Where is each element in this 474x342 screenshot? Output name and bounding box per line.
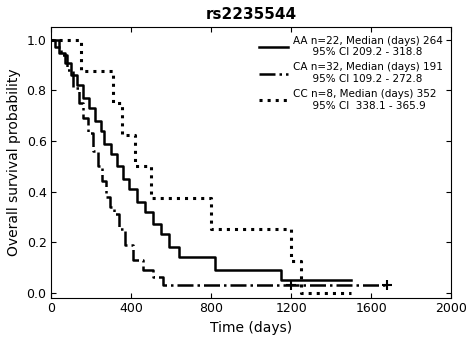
CC n=8, Median (days) 352
      95% CI  338.1 - 365.9 (119, 133, 125, 137)
AA n=22, Median (days) 264
      95% CI 209.2 - 318.8 (101, 142, 107, 146)
CC n=8, Median (days) 352
      95% CI  338.1 - 365.9 (132, 164, 138, 168)
CA n=32, Median (days) 191
      95% CI 109.2 - 272.8 (58, 53, 64, 57)
CC n=8, Median (days) 352
      95% CI  338.1 - 365.9 (228, 227, 234, 232)
CA n=32, Median (days) 191
      95% CI 109.2 - 272.8 (288, 283, 294, 287)
AA n=22, Median (days) 264
      95% CI 209.2 - 318.8 (201, 255, 206, 259)
Line: CC n=8, Median (days) 352
      95% CI  338.1 - 365.9: CC n=8, Median (days) 352 95% CI 338.1 -… (51, 40, 351, 293)
CA n=32, Median (days) 191
      95% CI 109.2 - 272.8 (258, 283, 264, 287)
AA n=22, Median (days) 264
      95% CI 209.2 - 318.8 (81, 96, 86, 100)
CA n=32, Median (days) 191
      95% CI 109.2 - 272.8 (150, 275, 156, 279)
AA n=22, Median (days) 264
      95% CI 209.2 - 318.8 (176, 255, 182, 259)
X-axis label: Time (days): Time (days) (210, 321, 292, 335)
CA n=32, Median (days) 191
      95% CI 109.2 - 272.8 (111, 212, 117, 216)
AA n=22, Median (days) 264
      95% CI 209.2 - 318.8 (120, 177, 126, 181)
CC n=8, Median (days) 352
      95% CI  338.1 - 365.9 (48, 38, 54, 42)
CA n=32, Median (days) 191
      95% CI 109.2 - 272.8 (85, 131, 91, 135)
Y-axis label: Overall survival probability: Overall survival probability (7, 69, 21, 256)
CC n=8, Median (days) 352
      95% CI  338.1 - 365.9 (298, 291, 304, 295)
AA n=22, Median (days) 264
      95% CI 209.2 - 318.8 (268, 268, 274, 272)
AA n=22, Median (days) 264
      95% CI 209.2 - 318.8 (212, 268, 218, 272)
CA n=32, Median (days) 191
      95% CI 109.2 - 272.8 (71, 86, 76, 90)
CC n=8, Median (days) 352
      95% CI  338.1 - 365.9 (79, 69, 84, 74)
CC n=8, Median (days) 352
      95% CI  338.1 - 365.9 (110, 101, 116, 105)
Legend: AA n=22, Median (days) 264
      95% CI 209.2 - 318.8, CA n=32, Median (days) 19: AA n=22, Median (days) 264 95% CI 209.2 … (255, 32, 446, 114)
AA n=22, Median (days) 264
      95% CI 209.2 - 318.8 (115, 164, 120, 168)
CC n=8, Median (days) 352
      95% CI  338.1 - 365.9 (89, 69, 94, 74)
CA n=32, Median (days) 191
      95% CI 109.2 - 272.8 (209, 283, 214, 287)
AA n=22, Median (days) 264
      95% CI 209.2 - 318.8 (189, 255, 194, 259)
CA n=32, Median (days) 191
      95% CI 109.2 - 272.8 (100, 179, 105, 183)
CA n=32, Median (days) 191
      95% CI 109.2 - 272.8 (140, 268, 146, 272)
AA n=22, Median (days) 264
      95% CI 209.2 - 318.8 (150, 222, 156, 226)
AA n=22, Median (days) 264
      95% CI 209.2 - 318.8 (127, 187, 132, 191)
CC n=8, Median (days) 352
      95% CI  338.1 - 365.9 (69, 38, 74, 42)
CA n=32, Median (days) 191
      95% CI 109.2 - 272.8 (122, 242, 128, 247)
CC n=8, Median (days) 352
      95% CI  338.1 - 365.9 (189, 196, 194, 200)
Line: CA n=32, Median (days) 191
      95% CI 109.2 - 272.8: CA n=32, Median (days) 191 95% CI 109.2 … (51, 40, 387, 285)
CA n=32, Median (days) 191
      95% CI 109.2 - 272.8 (108, 205, 113, 209)
CA n=32, Median (days) 191
      95% CI 109.2 - 272.8 (384, 283, 390, 287)
AA n=22, Median (days) 264
      95% CI 209.2 - 318.8 (48, 38, 54, 42)
CA n=32, Median (days) 191
      95% CI 109.2 - 272.8 (95, 164, 101, 168)
AA n=22, Median (days) 264
      95% CI 209.2 - 318.8 (143, 210, 148, 214)
CA n=32, Median (days) 191
      95% CI 109.2 - 272.8 (130, 258, 136, 262)
CA n=32, Median (days) 191
      95% CI 109.2 - 272.8 (228, 283, 234, 287)
CA n=32, Median (days) 191
      95% CI 109.2 - 272.8 (161, 283, 166, 287)
AA n=22, Median (days) 264
      95% CI 209.2 - 318.8 (74, 83, 80, 88)
AA n=22, Median (days) 264
      95% CI 209.2 - 318.8 (99, 129, 104, 133)
CC n=8, Median (days) 352
      95% CI  338.1 - 365.9 (268, 227, 274, 232)
AA n=22, Median (days) 264
      95% CI 209.2 - 318.8 (135, 200, 140, 204)
CA n=32, Median (days) 191
      95% CI 109.2 - 272.8 (117, 227, 122, 232)
CC n=8, Median (days) 352
      95% CI  338.1 - 365.9 (148, 196, 154, 200)
CA n=32, Median (days) 191
      95% CI 109.2 - 272.8 (184, 283, 190, 287)
CC n=8, Median (days) 352
      95% CI  338.1 - 365.9 (348, 291, 354, 295)
CC n=8, Median (days) 352
      95% CI  338.1 - 365.9 (168, 196, 174, 200)
CC n=8, Median (days) 352
      95% CI  338.1 - 365.9 (209, 227, 214, 232)
AA n=22, Median (days) 264
      95% CI 209.2 - 318.8 (248, 268, 254, 272)
CA n=32, Median (days) 191
      95% CI 109.2 - 272.8 (348, 283, 354, 287)
AA n=22, Median (days) 264
      95% CI 209.2 - 318.8 (109, 152, 114, 156)
CA n=32, Median (days) 191
      95% CI 109.2 - 272.8 (91, 149, 96, 153)
AA n=22, Median (days) 264
      95% CI 209.2 - 318.8 (56, 51, 62, 55)
Line: AA n=22, Median (days) 264
      95% CI 209.2 - 318.8: AA n=22, Median (days) 264 95% CI 209.2 … (51, 40, 351, 280)
CC n=8, Median (days) 352
      95% CI  338.1 - 365.9 (248, 227, 254, 232)
AA n=22, Median (days) 264
      95% CI 209.2 - 318.8 (69, 73, 74, 77)
AA n=22, Median (days) 264
      95% CI 209.2 - 318.8 (348, 278, 354, 282)
CA n=32, Median (days) 191
      95% CI 109.2 - 272.8 (48, 38, 54, 42)
AA n=22, Median (days) 264
      95% CI 209.2 - 318.8 (228, 268, 234, 272)
CA n=32, Median (days) 191
      95% CI 109.2 - 272.8 (103, 195, 109, 199)
AA n=22, Median (days) 264
      95% CI 209.2 - 318.8 (92, 119, 98, 123)
AA n=22, Median (days) 264
      95% CI 209.2 - 318.8 (158, 233, 164, 237)
CC n=8, Median (days) 352
      95% CI  338.1 - 365.9 (100, 69, 106, 74)
AA n=22, Median (days) 264
      95% CI 209.2 - 318.8 (63, 61, 68, 65)
CA n=32, Median (days) 191
      95% CI 109.2 - 272.8 (76, 101, 82, 105)
CA n=32, Median (days) 191
      95% CI 109.2 - 272.8 (196, 283, 202, 287)
CA n=32, Median (days) 191
      95% CI 109.2 - 272.8 (53, 45, 58, 50)
AA n=22, Median (days) 264
      95% CI 209.2 - 318.8 (166, 245, 172, 249)
CA n=32, Median (days) 191
      95% CI 109.2 - 272.8 (173, 283, 178, 287)
CC n=8, Median (days) 352
      95% CI  338.1 - 365.9 (288, 259, 294, 263)
CA n=32, Median (days) 191
      95% CI 109.2 - 272.8 (81, 116, 86, 120)
CA n=32, Median (days) 191
      95% CI 109.2 - 272.8 (64, 68, 70, 72)
AA n=22, Median (days) 264
      95% CI 209.2 - 318.8 (288, 278, 294, 282)
Title: rs2235544: rs2235544 (206, 7, 297, 22)
AA n=22, Median (days) 264
      95% CI 209.2 - 318.8 (86, 106, 92, 110)
AA n=22, Median (days) 264
      95% CI 209.2 - 318.8 (278, 278, 284, 282)
